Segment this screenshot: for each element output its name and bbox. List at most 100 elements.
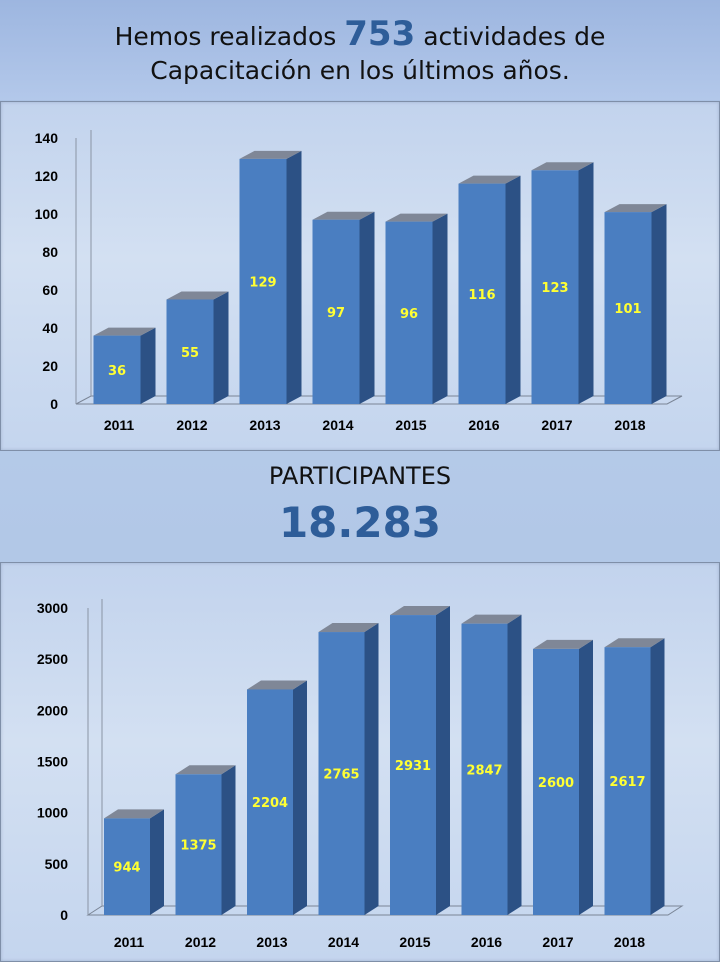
bar-top xyxy=(385,213,448,222)
data-label: 96 xyxy=(400,307,418,322)
bar-side xyxy=(507,614,522,915)
x-tick-label: 2012 xyxy=(176,417,207,433)
y-tick-label: 40 xyxy=(42,320,58,336)
y-tick-label: 140 xyxy=(35,130,59,146)
data-label: 2204 xyxy=(252,796,288,811)
bar xyxy=(166,291,229,404)
bar xyxy=(312,211,375,404)
chart-1-plot: 0 20 40 60 80 100 120 140 36 2011 55 2012 129 2013 97 2… xyxy=(35,130,683,433)
bar xyxy=(604,204,667,404)
bar xyxy=(247,680,307,915)
bar xyxy=(531,162,594,404)
data-label: 1375 xyxy=(180,839,216,854)
participants-total: 18.283 xyxy=(278,498,442,547)
bar-top xyxy=(312,211,375,220)
bar-top xyxy=(175,765,236,775)
bar-side xyxy=(213,291,229,404)
bar-front xyxy=(104,818,150,915)
activities-count: 753 xyxy=(344,14,416,54)
x-tick-label: 2018 xyxy=(614,417,645,433)
data-label: 55 xyxy=(181,346,199,361)
participants-chart: 0 500 1000 1500 2000 2500 3000 944 2011 1375 2012 2… xyxy=(37,599,684,950)
activities-chart: 0 20 40 60 80 100 120 140 36 2011 55 2012 129 2013 97 2… xyxy=(35,130,683,433)
y-tick-label: 20 xyxy=(42,358,58,374)
headline-suffix: actividades de xyxy=(415,22,606,51)
x-tick-label: 2012 xyxy=(185,934,216,950)
bar-side xyxy=(578,162,594,404)
headline-line-1: Hemos realizados 753 actividades de xyxy=(0,14,720,54)
bar xyxy=(458,175,521,404)
x-tick-label: 2015 xyxy=(395,417,426,433)
bar-top xyxy=(604,638,665,648)
bar-side xyxy=(651,204,667,404)
bar xyxy=(104,809,164,915)
headline-prefix: Hemos realizados xyxy=(114,22,345,51)
bar-front xyxy=(604,212,652,404)
x-tick-label: 2013 xyxy=(249,417,280,433)
bar-front xyxy=(390,615,436,915)
data-label: 36 xyxy=(108,364,126,379)
data-label: 2617 xyxy=(609,775,645,790)
bar-top xyxy=(104,809,164,819)
x-tick-label: 2014 xyxy=(328,934,359,950)
bar-top xyxy=(239,150,302,159)
data-label: 2600 xyxy=(538,776,574,791)
x-tick-label: 2015 xyxy=(399,934,430,950)
x-tick-label: 2016 xyxy=(468,417,499,433)
participants-block: PARTICIPANTES 18.283 xyxy=(0,452,720,560)
bar-front xyxy=(93,335,141,404)
data-label: 944 xyxy=(113,861,140,876)
bar-front xyxy=(458,183,506,404)
y-tick-label: 0 xyxy=(60,907,68,923)
data-label: 97 xyxy=(327,306,345,321)
bar-front xyxy=(318,632,365,915)
bar-side xyxy=(579,639,593,915)
y-tick-label: 1000 xyxy=(37,805,68,821)
bar-top xyxy=(533,639,593,649)
bar-front xyxy=(247,689,293,915)
bar xyxy=(175,765,236,915)
bar-top xyxy=(531,162,594,171)
bar-side xyxy=(364,623,379,915)
bar xyxy=(93,327,156,404)
x-tick-label: 2018 xyxy=(614,934,645,950)
data-label: 123 xyxy=(541,281,568,296)
bar-front xyxy=(531,170,579,404)
data-label: 2931 xyxy=(395,759,431,774)
data-label: 116 xyxy=(468,288,495,303)
bar-side xyxy=(359,211,375,404)
x-tick-label: 2017 xyxy=(542,934,573,950)
bar xyxy=(239,150,302,404)
data-label: 2847 xyxy=(466,763,502,778)
chart-2-plot: 0 500 1000 1500 2000 2500 3000 944 2011 1375 2012 2… xyxy=(37,599,684,950)
y-tick-label: 60 xyxy=(42,282,58,298)
x-tick-label: 2011 xyxy=(114,934,145,950)
bar xyxy=(533,639,593,915)
y-tick-label: 1500 xyxy=(37,754,68,770)
y-tick-label: 120 xyxy=(35,168,59,184)
bar-front xyxy=(312,219,360,404)
bar-front xyxy=(166,299,214,404)
data-label: 2765 xyxy=(323,768,359,783)
bar-side xyxy=(436,606,450,915)
data-label: 101 xyxy=(614,302,641,317)
bar-top xyxy=(458,175,521,184)
y-tick-label: 2000 xyxy=(37,702,68,718)
bar-front xyxy=(175,774,222,915)
bar xyxy=(604,638,665,915)
data-label: 129 xyxy=(249,275,276,290)
x-tick-label: 2011 xyxy=(104,417,135,433)
y-tick-label: 80 xyxy=(42,244,58,260)
bar-front xyxy=(385,221,433,404)
bar-top xyxy=(93,327,156,336)
bar-front xyxy=(533,648,579,915)
y-tick-label: 3000 xyxy=(37,600,68,616)
bar xyxy=(318,623,379,915)
bar-side xyxy=(221,765,236,915)
bar-top xyxy=(318,623,379,633)
y-tick-label: 100 xyxy=(35,206,59,222)
bar-side xyxy=(150,809,164,915)
headline-line-2: Capacitación en los últimos años. xyxy=(150,56,570,85)
y-tick-label: 0 xyxy=(50,396,58,412)
bar-top xyxy=(461,614,522,624)
